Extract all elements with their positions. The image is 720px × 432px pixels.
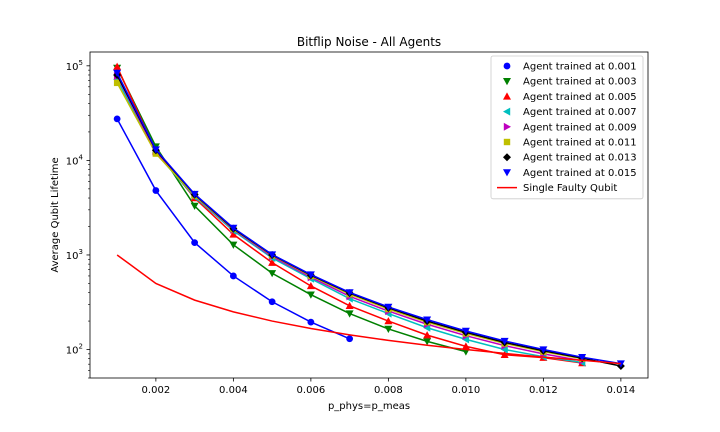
legend-entry: Agent trained at 0.009 xyxy=(503,122,637,133)
data-point xyxy=(539,346,548,354)
legend-marker xyxy=(503,62,511,70)
legend-marker xyxy=(503,169,511,177)
chart-title: Bitflip Noise - All Agents xyxy=(297,35,441,49)
data-point xyxy=(191,239,199,247)
legend-entry: Agent trained at 0.013 xyxy=(503,153,637,164)
data-point xyxy=(229,241,238,249)
x-tick-label: 0.006 xyxy=(297,385,326,396)
data-point xyxy=(152,187,160,194)
data-point xyxy=(500,337,509,346)
legend-entry: Agent trained at 0.011 xyxy=(503,138,637,149)
data-point xyxy=(307,318,315,326)
data-point xyxy=(423,323,431,332)
legend-label: Agent trained at 0.015 xyxy=(523,168,637,179)
data-point xyxy=(113,79,121,87)
legend-label: Agent trained at 0.001 xyxy=(523,62,637,73)
data-point xyxy=(578,353,587,362)
legend-entry: Agent trained at 0.015 xyxy=(503,168,637,179)
series-1 xyxy=(113,115,354,343)
data-point xyxy=(268,270,277,278)
series-line xyxy=(116,67,467,353)
legend-label: Single Faulty Qubit xyxy=(523,183,617,194)
data-point xyxy=(113,69,122,77)
data-point xyxy=(423,331,432,339)
legend-entry: Single Faulty Qubit xyxy=(497,183,617,194)
legend-marker xyxy=(503,78,511,86)
y-tick-label: 103 xyxy=(66,248,83,262)
data-point xyxy=(345,310,354,318)
legend-marker xyxy=(503,153,511,162)
data-point xyxy=(384,303,393,311)
data-point xyxy=(306,271,315,279)
legend-entry: Agent trained at 0.003 xyxy=(503,77,637,88)
data-point xyxy=(113,115,121,123)
x-axis: 0.002 0.004 0.006 0.008 0.010 0.012 0.014 xyxy=(142,378,636,396)
data-point xyxy=(229,272,237,280)
x-tick-label: 0.002 xyxy=(142,385,171,396)
y-axis-label: Average Qubit Lifetime xyxy=(50,157,61,272)
legend-marker xyxy=(503,122,511,131)
legend-entry: Agent trained at 0.005 xyxy=(503,92,637,103)
legend-label: Agent trained at 0.011 xyxy=(523,138,637,149)
legend-entry: Agent trained at 0.007 xyxy=(503,107,637,118)
legend-marker xyxy=(503,107,511,116)
data-point xyxy=(306,281,315,290)
data-point xyxy=(500,350,509,358)
y-axis: 102 103 104 105 xyxy=(66,59,90,379)
series-line xyxy=(116,254,621,365)
data-point xyxy=(500,345,508,354)
x-tick-label: 0.008 xyxy=(374,385,403,396)
legend-label: Agent trained at 0.007 xyxy=(523,107,637,118)
series-9 xyxy=(116,254,621,365)
data-point xyxy=(461,342,470,350)
data-point xyxy=(461,327,470,336)
data-point xyxy=(423,316,432,324)
data-point xyxy=(616,360,625,368)
data-point xyxy=(229,224,238,232)
data-point xyxy=(345,301,354,310)
series-8 xyxy=(113,69,625,368)
data-point xyxy=(268,298,276,306)
data-point xyxy=(268,258,277,266)
data-point xyxy=(346,335,354,343)
data-point xyxy=(268,251,277,259)
data-point xyxy=(384,317,393,325)
data-point xyxy=(151,146,160,154)
data-point xyxy=(345,289,354,297)
series-line xyxy=(116,72,622,365)
data-point xyxy=(190,190,199,199)
data-point xyxy=(229,230,238,238)
legend-label: Agent trained at 0.009 xyxy=(523,122,637,133)
data-point xyxy=(306,291,315,299)
legend-entry: Agent trained at 0.001 xyxy=(503,62,637,73)
legend-label: Agent trained at 0.013 xyxy=(523,153,637,164)
plot-area xyxy=(113,62,625,370)
data-point xyxy=(384,325,393,333)
x-tick-label: 0.004 xyxy=(219,385,248,396)
x-tick-label: 0.012 xyxy=(529,385,558,396)
legend-box xyxy=(490,55,644,200)
data-point xyxy=(190,202,199,210)
y-tick-label: 102 xyxy=(66,343,83,357)
legend-label: Agent trained at 0.005 xyxy=(523,92,637,103)
legend-marker xyxy=(503,92,511,100)
legend-label: Agent trained at 0.003 xyxy=(523,77,637,88)
x-axis-label: p_phys=p_meas xyxy=(328,401,410,412)
legend-marker xyxy=(503,138,511,146)
data-point xyxy=(461,335,470,344)
data-point xyxy=(423,338,432,346)
legend: Agent trained at 0.001 Agent trained at 0… xyxy=(490,55,644,200)
plot-frame xyxy=(89,51,649,379)
data-point xyxy=(113,62,122,70)
x-tick-label: 0.014 xyxy=(607,385,636,396)
x-tick-label: 0.010 xyxy=(452,385,481,396)
y-tick-label: 104 xyxy=(66,153,84,167)
y-tick-label: 105 xyxy=(66,59,83,73)
